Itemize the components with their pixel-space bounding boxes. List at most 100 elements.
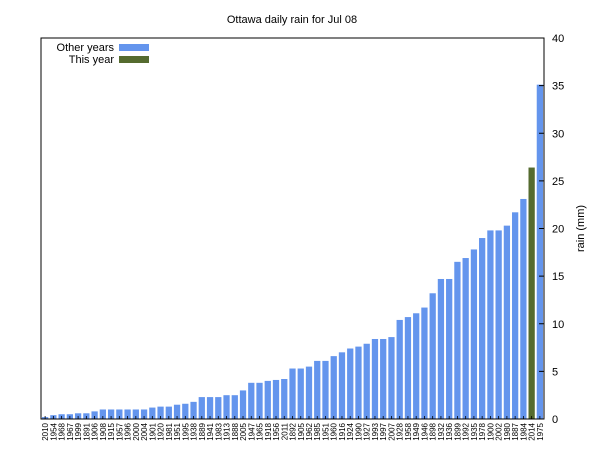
- y-tick-label: 40: [552, 33, 564, 45]
- x-tick-label: 1888: [231, 422, 240, 440]
- x-tick-label: 1956: [272, 422, 281, 440]
- bar: [512, 212, 519, 419]
- bar: [91, 411, 98, 419]
- bar: [314, 360, 321, 419]
- bar: [396, 319, 403, 419]
- legend-entry-this-year: This year: [69, 54, 149, 66]
- bar: [281, 379, 288, 419]
- bar: [520, 198, 527, 419]
- x-tick-label: 1916: [338, 422, 347, 440]
- bar: [272, 379, 280, 419]
- x-tick-label: 1935: [470, 422, 479, 440]
- bar: [223, 395, 230, 419]
- bar: [116, 409, 123, 419]
- bar: [413, 313, 420, 419]
- x-tick-label: 1892: [289, 422, 298, 440]
- x-tick-label: 1996: [124, 422, 133, 440]
- x-tick-label: 1962: [305, 422, 314, 440]
- bar: [347, 348, 354, 419]
- x-tick-label: 1960: [330, 422, 339, 440]
- bar: [429, 293, 436, 419]
- x-tick-label: 2005: [239, 422, 248, 440]
- x-tick-label: 2004: [140, 422, 149, 440]
- bar: [330, 356, 337, 419]
- bar: [157, 406, 164, 419]
- bar: [264, 380, 271, 419]
- x-tick-label: 1968: [58, 422, 67, 440]
- bar: [479, 238, 486, 419]
- legend-label-this-year: This year: [69, 54, 115, 66]
- x-tick-label: 1927: [363, 422, 372, 440]
- y-tick-label: 30: [552, 128, 564, 140]
- bar: [338, 352, 346, 419]
- y-tick-label: 35: [552, 81, 564, 93]
- x-tick-label: 1993: [371, 422, 380, 440]
- x-tick-label: 1936: [445, 422, 454, 440]
- bar: [99, 409, 106, 419]
- bar: [536, 84, 544, 420]
- bar: [215, 397, 222, 419]
- y-axis-title: rain (mm): [575, 205, 587, 252]
- x-tick-label: 1889: [198, 422, 207, 440]
- x-tick-label: 2002: [495, 422, 504, 440]
- legend-swatch-other: [119, 44, 149, 51]
- x-tick-label: 1905: [297, 422, 306, 440]
- x-tick-label: 1887: [511, 422, 520, 440]
- bar: [355, 346, 362, 419]
- bar: [470, 249, 478, 419]
- legend-label-other: Other years: [57, 42, 115, 54]
- bar: [380, 338, 387, 419]
- x-tick-label: 2014: [528, 422, 537, 440]
- x-tick-label: 1946: [420, 422, 429, 440]
- x-tick-label: 1947: [247, 422, 256, 440]
- bar: [149, 407, 156, 419]
- bar: [182, 403, 189, 419]
- y-axis: 0 5 10 15 20 25 30 35 40: [539, 33, 564, 426]
- x-tick-label: 1928: [396, 422, 405, 440]
- x-tick-label: 1981: [165, 422, 174, 440]
- bar: [206, 397, 214, 419]
- bar: [371, 338, 379, 419]
- x-tick-label: 1951: [321, 422, 330, 440]
- x-tick-label: 1932: [437, 422, 446, 440]
- x-tick-label: 1938: [190, 422, 199, 440]
- bar: [421, 307, 428, 419]
- bar: [173, 404, 181, 419]
- y-tick-label: 10: [552, 319, 564, 331]
- bar: [454, 261, 461, 419]
- x-tick-label: 1997: [379, 422, 388, 440]
- bar: [198, 397, 205, 419]
- x-tick-label: 1978: [478, 422, 487, 440]
- bar: [256, 382, 263, 419]
- bar: [462, 258, 469, 419]
- bar: [140, 409, 148, 419]
- bar: [124, 409, 131, 419]
- bar: [495, 230, 502, 419]
- bar: [404, 317, 412, 419]
- x-tick-label: 1899: [453, 422, 462, 440]
- bar: [487, 230, 494, 419]
- bar: [322, 360, 329, 419]
- x-tick-label: 1992: [462, 422, 471, 440]
- x-tick-label: 2011: [280, 422, 289, 440]
- bar: [165, 406, 172, 419]
- bars-group: [41, 84, 544, 420]
- x-tick-label: 1920: [157, 422, 166, 440]
- x-tick-label: 1941: [206, 422, 215, 440]
- x-tick-label: 1995: [181, 422, 190, 440]
- y-tick-label: 15: [552, 271, 564, 283]
- bar: [239, 390, 247, 419]
- legend: Other years This year: [57, 42, 149, 66]
- y-tick-label: 20: [552, 224, 564, 236]
- x-tick-label: 1891: [82, 422, 91, 440]
- x-tick-label: 1990: [354, 422, 363, 440]
- bar: [231, 395, 238, 419]
- bar: [190, 401, 197, 419]
- legend-swatch-this-year: [119, 56, 149, 63]
- x-tick-label: 1975: [536, 422, 545, 440]
- x-tick-label: 2010: [41, 422, 50, 440]
- x-tick-label: 1901: [148, 422, 157, 440]
- bar: [289, 368, 296, 419]
- x-tick-label: 2000: [132, 422, 141, 440]
